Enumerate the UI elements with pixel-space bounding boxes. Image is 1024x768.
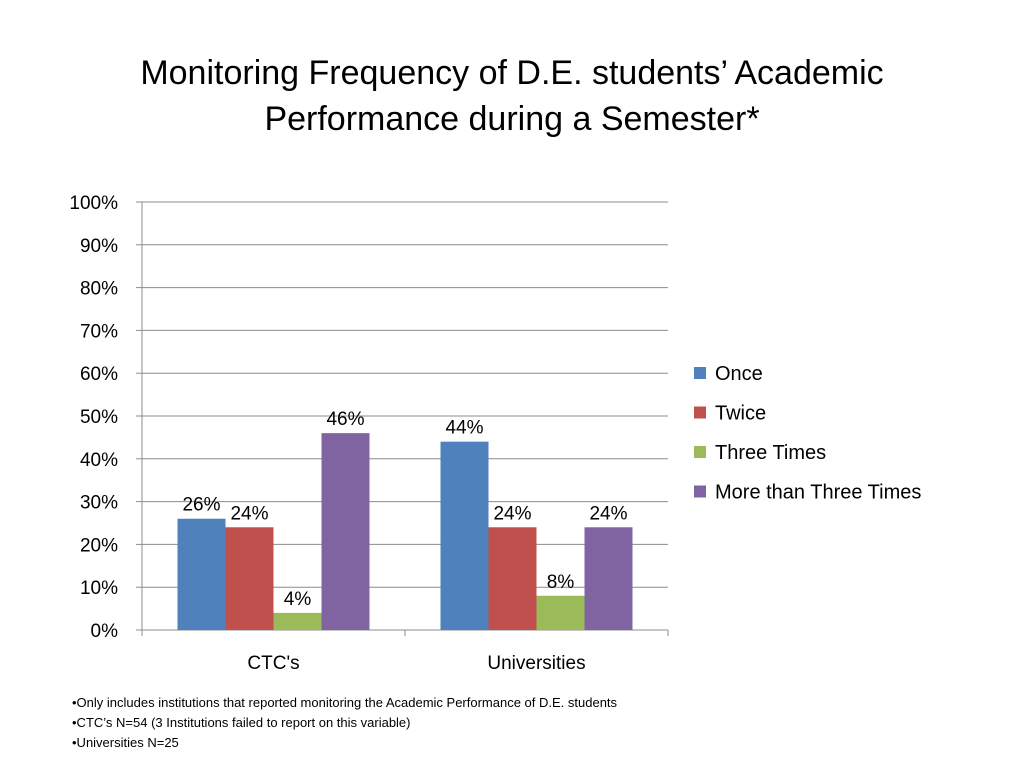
- gridlines: [142, 201, 668, 588]
- legend: Once Twice Three Times More than Three Time…: [694, 363, 921, 504]
- legend-swatch: [694, 446, 706, 458]
- chart-title-line-1: Monitoring Frequency of D.E. students’ A…: [140, 54, 884, 92]
- bar: [488, 527, 537, 630]
- y-tick-label: 50%: [80, 407, 118, 428]
- legend-label: Once: [715, 363, 763, 385]
- y-tick-label: 100%: [69, 193, 118, 214]
- chart-title-line-2: Performance during a Semester*: [264, 100, 760, 138]
- legend-label: More than Three Times: [715, 482, 921, 504]
- footnotes: •Only includes institutions that reporte…: [72, 693, 617, 753]
- bar: [321, 433, 370, 630]
- data-labels: 26% 24% 4% 46% 44% 24% 8% 24%: [182, 409, 627, 610]
- data-label: 24%: [230, 503, 268, 524]
- footnote-3: •Universities N=25: [72, 735, 179, 750]
- data-label: 26%: [182, 495, 220, 516]
- y-tick-label: 20%: [80, 535, 118, 556]
- bar: [584, 527, 633, 630]
- x-tick-label: Universities: [487, 653, 585, 674]
- bar: [536, 595, 585, 630]
- data-label: 8%: [547, 572, 575, 593]
- y-tick-label: 0%: [91, 621, 119, 642]
- bar: [225, 527, 274, 630]
- y-tick-label: 60%: [80, 364, 118, 385]
- legend-label: Twice: [715, 403, 766, 425]
- data-label: 24%: [493, 503, 531, 524]
- legend-swatch: [694, 406, 706, 419]
- y-tick-label: 30%: [80, 493, 118, 514]
- legend-label: Three Times: [715, 442, 826, 464]
- y-tick-label: 90%: [80, 236, 118, 257]
- axes: 0% 10% 20% 30% 40% 50% 60% 70% 80% 90% 100% CTC's Un…: [69, 193, 669, 674]
- legend-swatch: [694, 485, 706, 498]
- bars: [177, 433, 633, 630]
- y-tick-label: 10%: [80, 578, 118, 599]
- y-tick-label: 70%: [80, 321, 118, 342]
- chart-title: Monitoring Frequency of D.E. students’ A…: [40, 50, 984, 142]
- bar: [440, 441, 489, 630]
- bar: [273, 612, 322, 630]
- data-label: 4%: [284, 589, 312, 610]
- x-tick-label: CTC's: [247, 653, 299, 674]
- legend-swatch: [694, 367, 706, 379]
- data-label: 44%: [445, 418, 483, 439]
- bar: [177, 518, 226, 630]
- footnote-1: •Only includes institutions that reporte…: [72, 695, 618, 710]
- y-tick-label: 80%: [80, 279, 118, 300]
- data-label: 24%: [589, 503, 627, 524]
- footnote-2: •CTC’s N=54 (3 Institutions failed to re…: [72, 715, 411, 730]
- bar-chart: 0% 10% 20% 30% 40% 50% 60% 70% 80% 90% 100% CTC's Un…: [69, 193, 921, 674]
- data-label: 46%: [326, 409, 364, 430]
- y-tick-label: 40%: [80, 450, 118, 471]
